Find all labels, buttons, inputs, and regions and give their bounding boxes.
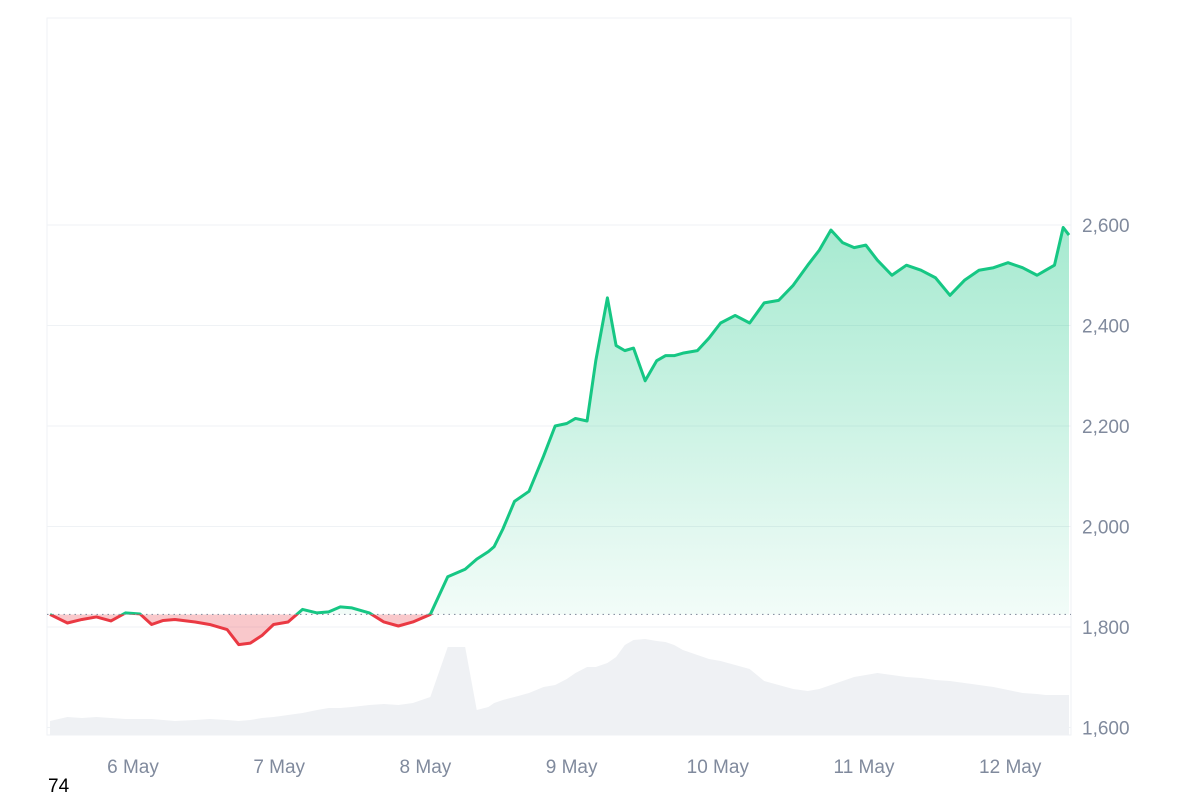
price-line-up	[50, 226, 1071, 615]
x-tick-label: 10 May	[687, 757, 750, 778]
y-tick-label: 2,600	[1082, 216, 1130, 237]
x-axis: 6 May 7 May 8 May 9 May 10 May 11 May 12 May	[107, 757, 1042, 778]
down-area	[50, 614, 1069, 645]
y-axis: 1,600 1,800 2,000 2,200 2,400 2,600	[1082, 216, 1130, 740]
price-areas	[50, 227, 1069, 645]
x-tick-label: 6 May	[107, 757, 159, 778]
corner-label: 74	[48, 776, 70, 797]
volume-area	[50, 639, 1069, 735]
x-tick-label: 8 May	[400, 757, 452, 778]
volume-bars	[50, 639, 1069, 735]
y-tick-label: 2,200	[1082, 417, 1130, 438]
x-tick-label: 7 May	[253, 757, 305, 778]
price-line-down	[49, 614, 432, 647]
up-area	[122, 227, 1069, 615]
y-tick-label: 2,000	[1082, 518, 1130, 539]
x-tick-label: 9 May	[546, 757, 598, 778]
x-tick-label: 12 May	[979, 757, 1042, 778]
y-tick-label: 1,600	[1082, 719, 1130, 740]
price-lines	[49, 226, 1071, 647]
x-tick-label: 11 May	[834, 757, 895, 778]
y-tick-label: 2,400	[1082, 317, 1130, 338]
y-tick-label: 1,800	[1082, 618, 1130, 639]
